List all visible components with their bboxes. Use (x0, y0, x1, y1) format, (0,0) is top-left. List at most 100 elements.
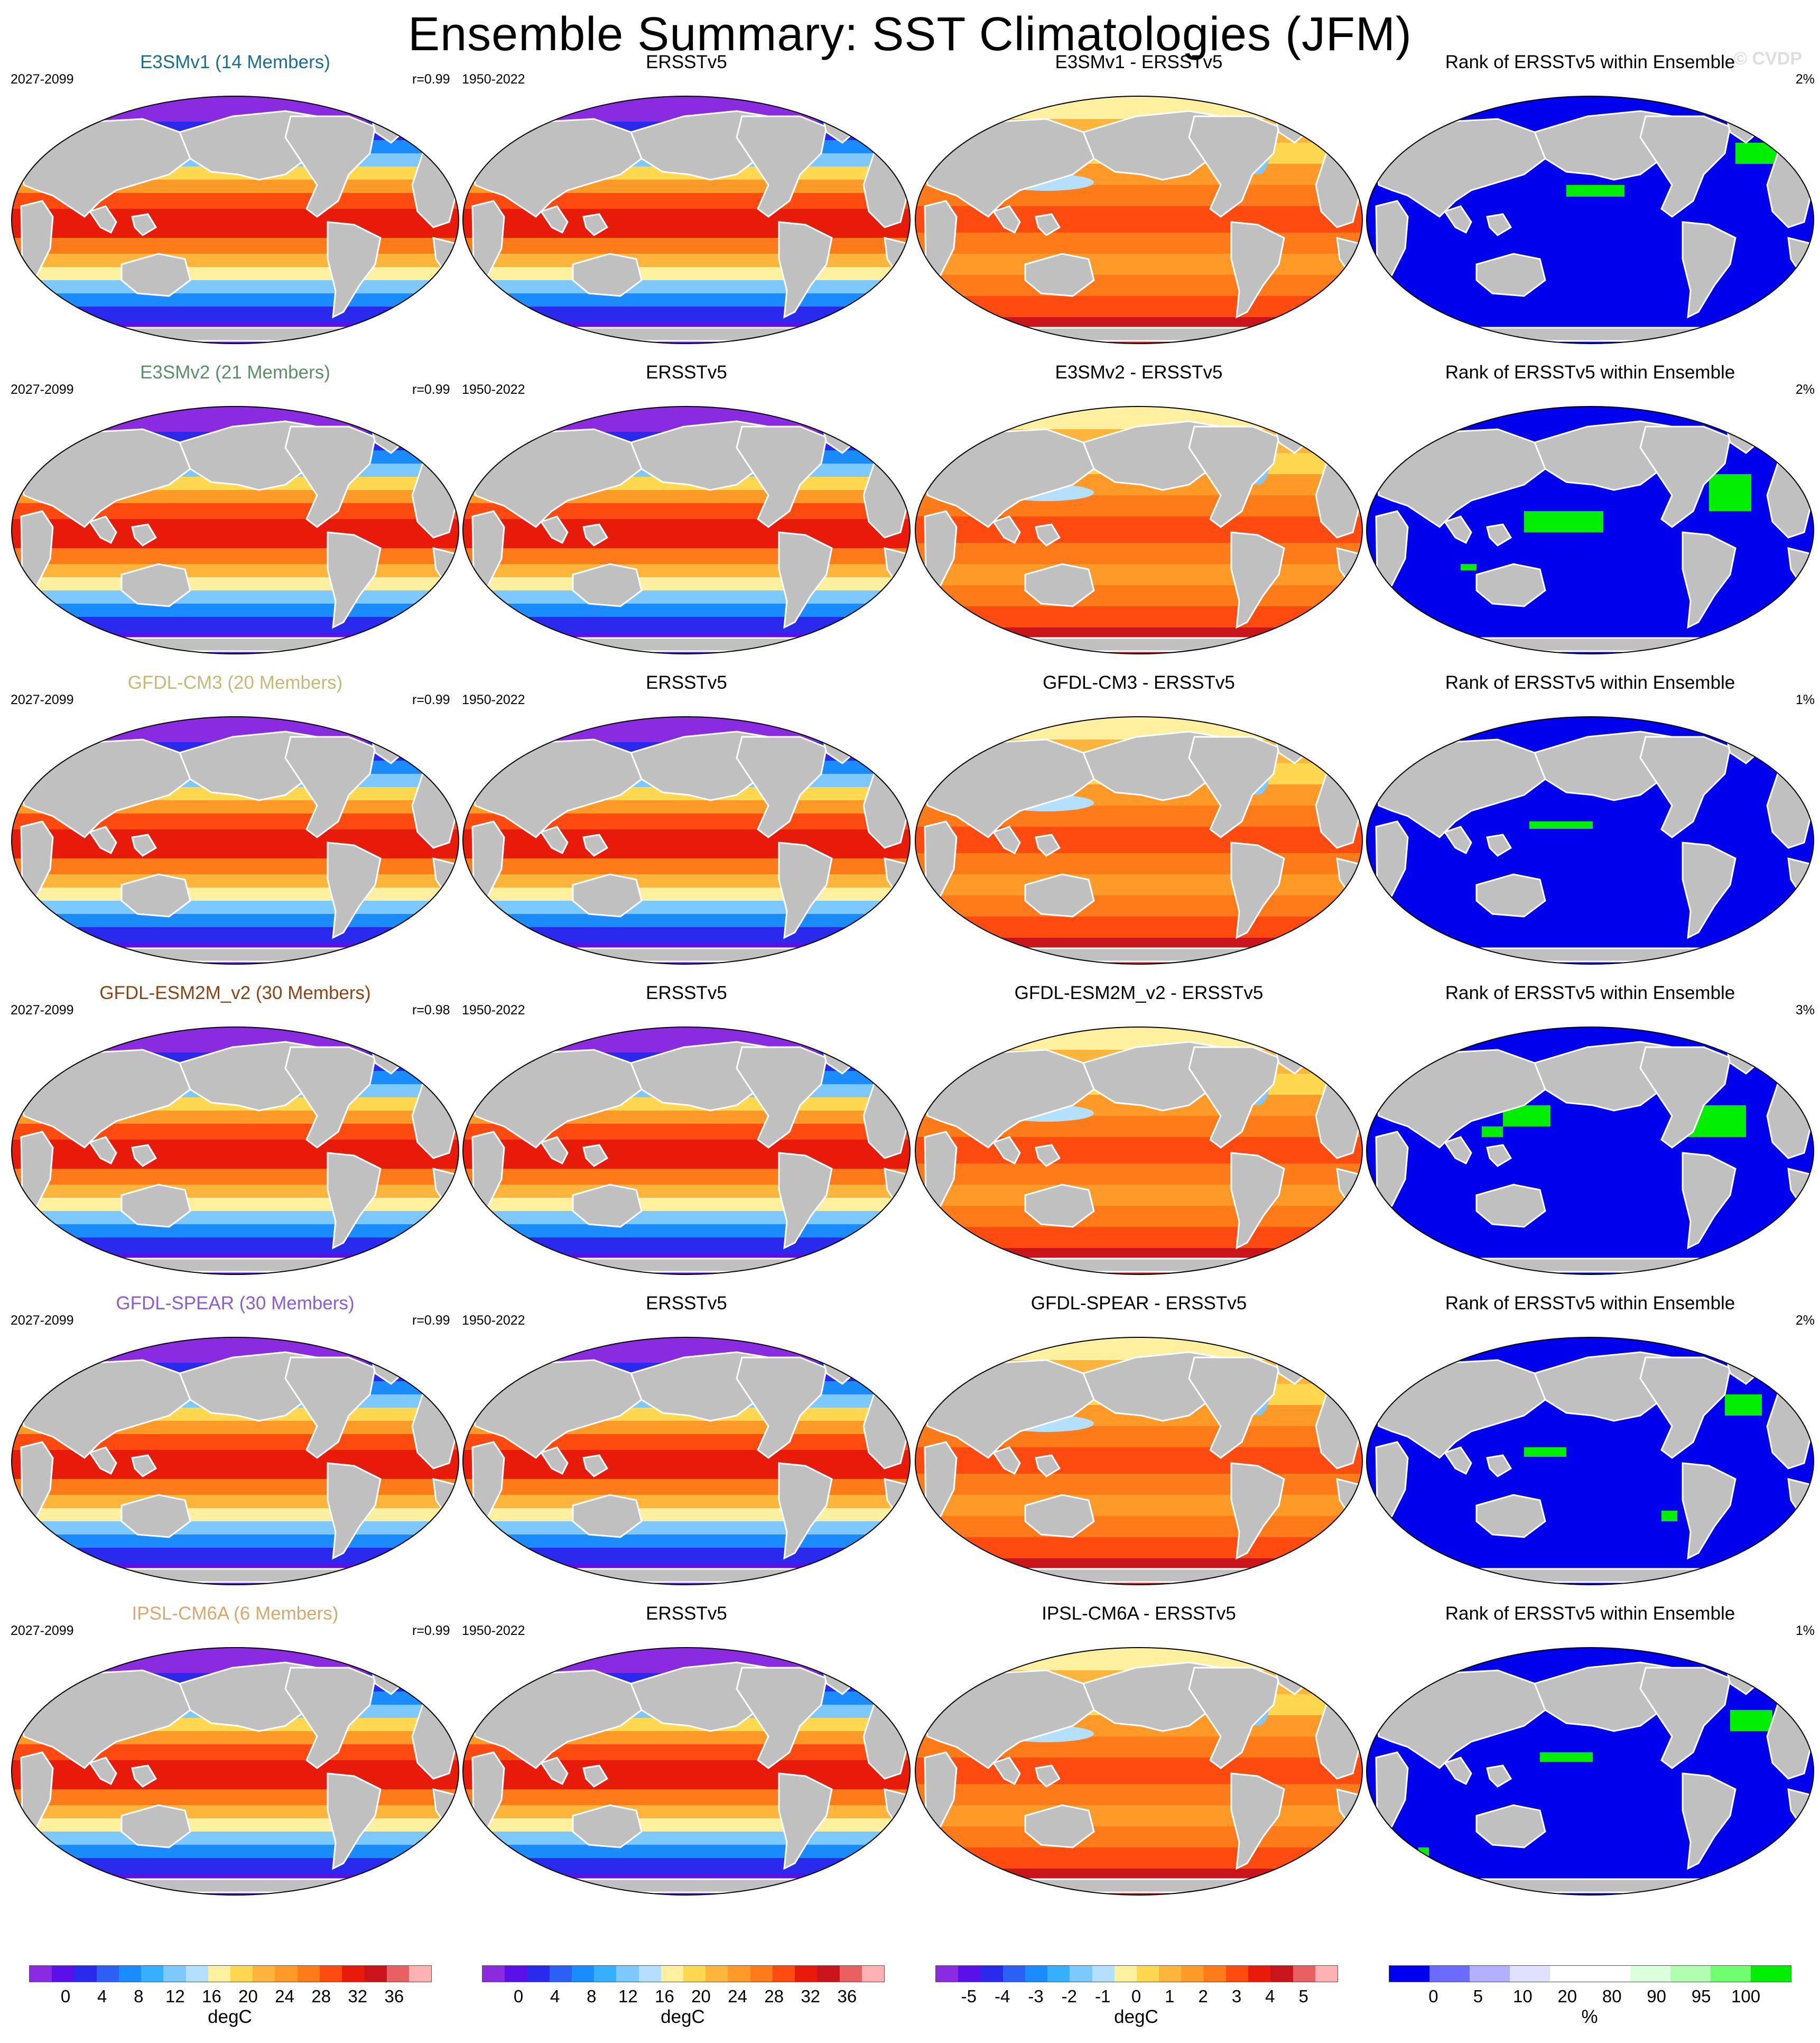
colorbar-tick-labels: 0 4 8 12 16 20 24 28 32 36 (29, 1986, 431, 2008)
colorbar-swatch (1203, 1966, 1226, 1982)
obs-panel-title: ERSSTv5 (646, 983, 727, 1003)
colorbar-tick-label: 32 (348, 1986, 368, 2006)
clim-map-panel (11, 1647, 460, 1896)
colorbar-swatch (1270, 1966, 1293, 1982)
colorbar-tick-label: 95 (1691, 1986, 1711, 2006)
colorbar-tick-label: -1 (1094, 1986, 1111, 2006)
colorbar-swatch (1248, 1966, 1271, 1982)
model-panel-title: GFDL-CM3 (20 Members) (127, 672, 343, 693)
rank-percent-label: 2% (1795, 382, 1815, 397)
colorbar-swatch (96, 1966, 119, 1982)
colorbar-unit-label: degC (661, 2007, 705, 2027)
obs-years-label: 1950-2022 (462, 1003, 525, 1018)
colorbar-tick-label: 3 (1231, 1986, 1242, 2006)
rank-map (1366, 1337, 1814, 1585)
clim-map (11, 406, 459, 654)
pattern-correlation-label: r=0.99 (412, 382, 450, 397)
rank-percent-label: 2% (1795, 72, 1815, 87)
diff-map (915, 1337, 1363, 1585)
colorbar-swatch (1590, 1966, 1630, 1982)
colorbar-swatch (661, 1966, 683, 1982)
colorbar-unit-label: % (1581, 2007, 1598, 2027)
colorbar-swatch (1159, 1966, 1182, 1982)
colorbar-tick-label: -3 (1028, 1986, 1044, 2006)
clim-map (462, 1027, 911, 1275)
colorbar-tick-label: 36 (384, 1986, 404, 2006)
colorbar-swatch (1630, 1966, 1670, 1982)
colorbar-swatch (141, 1966, 164, 1982)
colorbar-swatch (253, 1966, 275, 1982)
colorbar-swatch (118, 1966, 142, 1982)
colorbar-tick-label: 5 (1473, 1986, 1483, 2006)
colorbar-tick-label: 0 (513, 1986, 524, 2006)
colorbar-swatch (297, 1966, 320, 1982)
diff-map-panel (914, 1026, 1363, 1275)
rank-map (1366, 1027, 1814, 1275)
colorbar-tick-label: 4 (1265, 1986, 1275, 2006)
colorbar-swatch (728, 1966, 750, 1982)
clim-map (462, 96, 911, 344)
clim-map (11, 1027, 459, 1275)
colorbar-swatch (1225, 1966, 1249, 1982)
colorbar-tick-label: 0 (1131, 1986, 1141, 2006)
colorbar-swatch (817, 1966, 840, 1982)
clim-map-panel (11, 716, 460, 965)
colorbar-swatch (616, 1966, 639, 1982)
diff-panel-title: GFDL-CM3 - ERSSTv5 (1043, 672, 1235, 693)
colorbar-tick-labels: -5 -4 -3 -2 -1 0 1 2 3 4 5 (935, 1986, 1337, 2008)
colorbar-tick-label: 0 (60, 1986, 71, 2006)
colorbar-tick-label: 2 (1198, 1986, 1208, 2006)
obs-panel-title: ERSSTv5 (646, 362, 727, 383)
pattern-correlation-label: r=0.99 (412, 72, 450, 87)
colorbar-swatch (185, 1966, 208, 1982)
colorbar-swatch (638, 1966, 661, 1982)
obs-years-label: 1950-2022 (462, 1623, 525, 1638)
clim-map (11, 716, 459, 965)
colorbar-swatch (342, 1966, 365, 1982)
model-panel-title: GFDL-SPEAR (30 Members) (116, 1293, 355, 1314)
colorbar-swatch (1751, 1966, 1791, 1982)
colorbar-tick-label: 0 (1428, 1986, 1438, 2006)
model-years-label: 2027-2099 (11, 382, 74, 397)
rank-map-panel (1366, 716, 1815, 965)
colorbar-swatch (1670, 1966, 1711, 1982)
diff-map-panel (914, 1647, 1363, 1896)
diff-panel-title: E3SMv1 - ERSSTv5 (1055, 52, 1223, 72)
obs-years-label: 1950-2022 (462, 72, 525, 87)
obs-panel-title: ERSSTv5 (646, 672, 727, 693)
colorbar-swatch (1025, 1966, 1048, 1982)
diff-map-panel (914, 1336, 1363, 1586)
colorbar-tick-label: 16 (655, 1986, 674, 2006)
colorbar-tick-label: -5 (961, 1986, 977, 2006)
model-years-label: 2027-2099 (11, 1003, 74, 1018)
colorbar-tick-label: -4 (994, 1986, 1010, 2006)
colorbar-swatch (1315, 1966, 1338, 1982)
colorbar-tick-label: 100 (1731, 1986, 1761, 2006)
obs-panel-title: ERSSTv5 (646, 1293, 727, 1314)
rank-panel-title: Rank of ERSSTv5 within Ensemble (1445, 1603, 1735, 1624)
colorbar-tick-labels: 0 4 8 12 16 20 24 28 32 36 (482, 1986, 884, 2008)
colorbar-swatch (275, 1966, 298, 1982)
rank-map (1366, 716, 1814, 965)
obs-panel-title: ERSSTv5 (646, 52, 727, 72)
obs-years-label: 1950-2022 (462, 692, 525, 707)
pattern-correlation-label: r=0.99 (412, 692, 450, 707)
rank-percent-label: 2% (1795, 1313, 1815, 1328)
colorbar-tick-label: 4 (550, 1986, 560, 2006)
diff-map-panel (914, 405, 1363, 655)
rank-map (1366, 1647, 1814, 1896)
rank-map (1366, 96, 1814, 344)
colorbar-swatch (594, 1966, 617, 1982)
diff-map (915, 406, 1363, 654)
colorbar-swatch (319, 1966, 342, 1982)
colorbar-swatch (408, 1966, 431, 1982)
colorbar-swatch (1136, 1966, 1159, 1982)
colorbar-swatch (861, 1966, 884, 1982)
model-years-label: 2027-2099 (11, 1623, 74, 1638)
colorbar-swatch (1293, 1966, 1315, 1982)
colorbar-swatch (936, 1966, 959, 1982)
colorbar-swatch (52, 1966, 75, 1982)
rank-panel-title: Rank of ERSSTv5 within Ensemble (1445, 1293, 1735, 1314)
cvdp-watermark: © CVDP (1734, 49, 1802, 69)
colorbar-tick-label: 16 (202, 1986, 221, 2006)
